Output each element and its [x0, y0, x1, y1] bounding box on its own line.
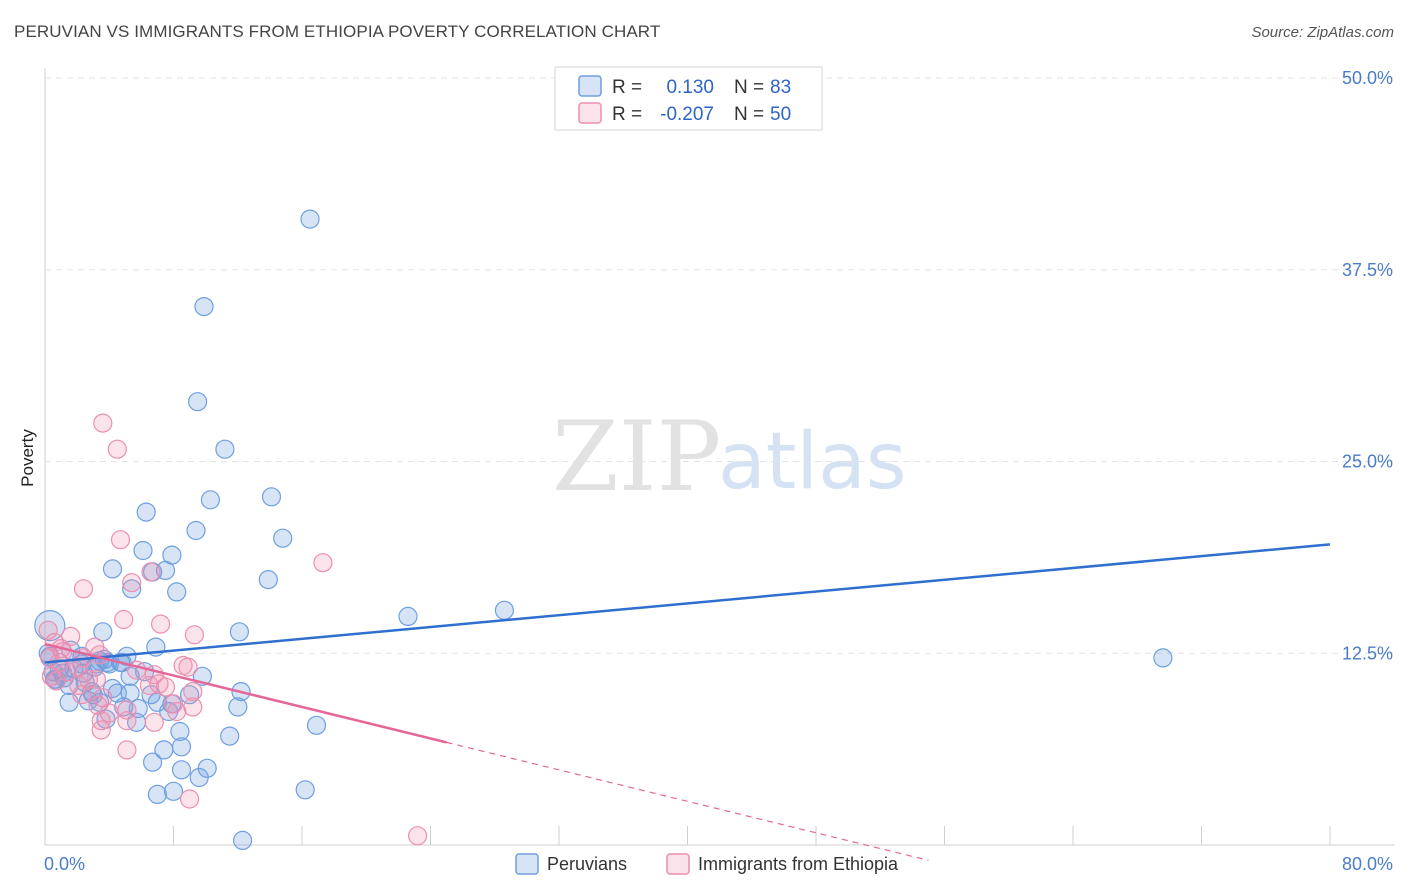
- ethiopia-point-9: [184, 625, 204, 645]
- peruvian-point-45: [180, 685, 200, 705]
- ethiopia-point-42: [91, 720, 111, 740]
- bottom-legend-peruvians: Peruvians: [547, 854, 627, 874]
- peruvian-point-8: [273, 528, 293, 548]
- peruvian-point-19: [229, 622, 249, 642]
- trend-lines: [44, 543, 1331, 861]
- peruvian-point-17: [494, 600, 514, 620]
- peruvian-point-16: [122, 579, 142, 599]
- legend-n-value-1: 83: [770, 77, 791, 98]
- peruvian-point-7: [186, 520, 206, 541]
- peruvian-point-3: [215, 439, 235, 459]
- peruvian-point-65: [143, 752, 163, 772]
- ethiopia-point-43: [117, 740, 137, 760]
- ethiopia-point-4: [141, 562, 161, 582]
- data-points: [34, 209, 1173, 851]
- ethiopia-point-45: [408, 826, 428, 846]
- ethiopia-point-40: [144, 712, 164, 732]
- legend-r-value-2: -0.207: [660, 104, 714, 125]
- bottom-legend-swatch-peruvians: [515, 853, 539, 875]
- y-tick-label-3: 50.0%: [1342, 68, 1393, 88]
- y-axis-label: Poverty: [18, 429, 37, 487]
- gridlines: [45, 77, 1395, 654]
- peruvian-point-11: [102, 559, 123, 579]
- ethiopia-point-34: [88, 695, 108, 716]
- ethiopia-point-6: [73, 579, 94, 599]
- peruvian-point-5: [261, 487, 282, 507]
- y-tick-label-0: 12.5%: [1342, 643, 1393, 663]
- series-legend: Peruvians Immigrants from Ethiopia: [515, 853, 899, 875]
- x-tick-label-1: 80.0%: [1342, 854, 1393, 874]
- peruvian-point-20: [93, 622, 113, 642]
- tick-labels: 12.5% 25.0% 37.5% 50.0% 0.0% 80.0%: [44, 68, 1393, 874]
- y-tick-label-1: 25.0%: [1342, 452, 1393, 472]
- legend-r-label-1: R =: [612, 77, 642, 98]
- ethiopia-point-44: [180, 789, 200, 809]
- ethiopia-point-28: [139, 675, 159, 696]
- legend-r-value-1: 0.130: [666, 77, 714, 98]
- ethiopia-point-2: [110, 530, 131, 550]
- peruvian-point-2: [188, 392, 208, 412]
- ethiopia-point-25: [46, 671, 66, 691]
- peruvian-point-73: [1153, 648, 1173, 668]
- peruvian-point-68: [189, 767, 209, 788]
- legend-n-label-1: N =: [734, 77, 764, 98]
- legend-swatch-ethiopia: [578, 102, 602, 124]
- legend-n-label-2: N =: [734, 104, 764, 125]
- peruvian-point-72: [233, 830, 253, 851]
- peruvian-point-63: [171, 737, 192, 757]
- ethiopia-point-3: [313, 553, 333, 573]
- peruvian-point-15: [167, 582, 187, 602]
- trend-line-1: [44, 642, 447, 744]
- watermark-zip: ZIP: [552, 401, 721, 513]
- bottom-legend-ethiopia: Immigrants from Ethiopia: [698, 854, 899, 874]
- axes: [44, 68, 1395, 846]
- peruvian-point-69: [295, 780, 315, 800]
- peruvian-point-0: [300, 209, 320, 229]
- ethiopia-point-1: [107, 439, 127, 459]
- stats-legend: R = 0.130 N = 83 R = -0.207 N = 50: [554, 66, 823, 131]
- ethiopia-point-46: [38, 620, 58, 640]
- ethiopia-point-49: [173, 655, 193, 676]
- ethiopia-point-8: [151, 614, 171, 634]
- peruvian-point-6: [136, 502, 156, 522]
- ethiopia-point-48: [40, 648, 60, 668]
- ethiopia-point-0: [93, 413, 113, 433]
- trend-line-dashed-1: [446, 741, 929, 861]
- watermark-atlas: atlas: [718, 417, 907, 507]
- bottom-legend-swatch-ethiopia: [666, 853, 690, 875]
- legend-n-value-2: 50: [770, 104, 791, 125]
- x-tick-label-0: 0.0%: [44, 854, 85, 874]
- peruvian-point-14: [258, 569, 278, 590]
- peruvian-point-67: [171, 760, 192, 780]
- peruvian-point-1: [194, 297, 214, 317]
- source-label: Source: ZipAtlas.com: [1251, 24, 1394, 41]
- ethiopia-point-38: [167, 701, 187, 722]
- peruvian-point-4: [200, 490, 220, 510]
- trend-line-0: [44, 543, 1331, 664]
- ethiopia-point-24: [86, 669, 107, 689]
- peruvian-point-71: [147, 784, 167, 805]
- ethiopia-point-5: [122, 573, 142, 593]
- chart-title: PERUVIAN VS IMMIGRANTS FROM ETHIOPIA POV…: [14, 22, 661, 41]
- peruvian-point-70: [163, 781, 184, 801]
- legend-r-label-2: R =: [612, 104, 642, 125]
- peruvian-point-64: [154, 740, 174, 760]
- ethiopia-point-35: [183, 697, 203, 717]
- ethiopia-point-37: [99, 703, 119, 723]
- ethiopia-point-30: [183, 681, 203, 702]
- legend-swatch-peruvians: [578, 75, 602, 97]
- peruvian-point-18: [398, 606, 418, 627]
- peruvian-point-55: [228, 697, 248, 717]
- stats-legend-box: [554, 66, 823, 131]
- ethiopia-point-31: [72, 685, 92, 705]
- ethiopia-point-29: [155, 677, 176, 697]
- peruvian-point-60: [306, 715, 327, 735]
- ethiopia-point-7: [114, 609, 134, 630]
- ethiopia-point-41: [117, 711, 137, 731]
- peruvian-point-62: [220, 726, 240, 746]
- peruvian-point-9: [133, 540, 153, 561]
- peruvian-point-61: [170, 721, 190, 742]
- y-tick-label-2: 37.5%: [1342, 260, 1393, 280]
